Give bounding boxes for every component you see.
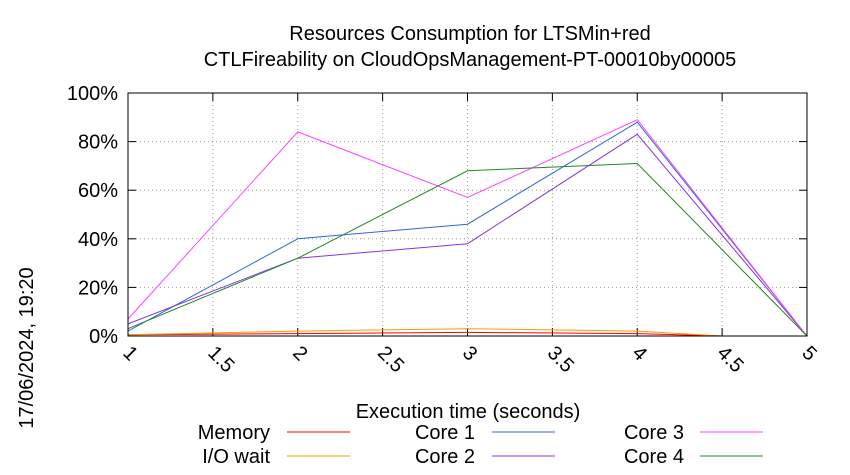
chart-title-line2: CTLFireability on CloudOpsManagement-PT-… <box>204 49 737 71</box>
series-line-core-3 <box>127 119 808 337</box>
series-line-core-1 <box>127 121 808 337</box>
x-tick-label: 4 <box>628 342 651 365</box>
legend-label-core-2: Core 2 <box>415 446 475 468</box>
y-tick-label: 100% <box>67 83 118 105</box>
y-tick-label: 40% <box>78 229 118 251</box>
legend-label-memory: Memory <box>198 422 270 444</box>
x-tick-label: 1 <box>118 342 141 365</box>
series-line-i-o-wait <box>127 328 723 337</box>
grid <box>128 93 807 336</box>
y-tick-label: 80% <box>78 132 118 154</box>
x-tick-label: 4.5 <box>713 342 748 377</box>
x-tick-label: 2 <box>288 342 311 365</box>
y-axis-ticks: 0% 20% 40% 60% 80% 100% <box>67 83 807 348</box>
plot-frame <box>127 92 808 337</box>
x-tick-label: 2.5 <box>373 342 408 377</box>
x-axis-label: Execution time (seconds) <box>356 401 581 423</box>
series-lines <box>127 119 808 337</box>
legend-label-core-1: Core 1 <box>415 422 475 444</box>
x-tick-label: 5 <box>797 342 820 365</box>
y-tick-label: 0% <box>89 326 118 348</box>
legend-label-core-4: Core 4 <box>624 446 684 468</box>
legend-label-i-o-wait: I/O wait <box>202 446 270 468</box>
y-tick-label: 20% <box>78 277 118 299</box>
y-tick-label: 60% <box>78 180 118 202</box>
timestamp-label: 17/06/2024, 19:20 <box>16 267 38 428</box>
chart-title-line1: Resources Consumption for LTSMin+red <box>289 23 650 45</box>
x-tick-label: 3.5 <box>543 342 578 377</box>
x-tick-label: 1.5 <box>203 342 238 377</box>
x-tick-label: 3 <box>458 342 481 365</box>
series-line-core-2 <box>127 133 808 337</box>
legend-label-core-3: Core 3 <box>624 422 684 444</box>
series-line-core-4 <box>127 162 808 337</box>
series-line-memory <box>127 331 723 337</box>
